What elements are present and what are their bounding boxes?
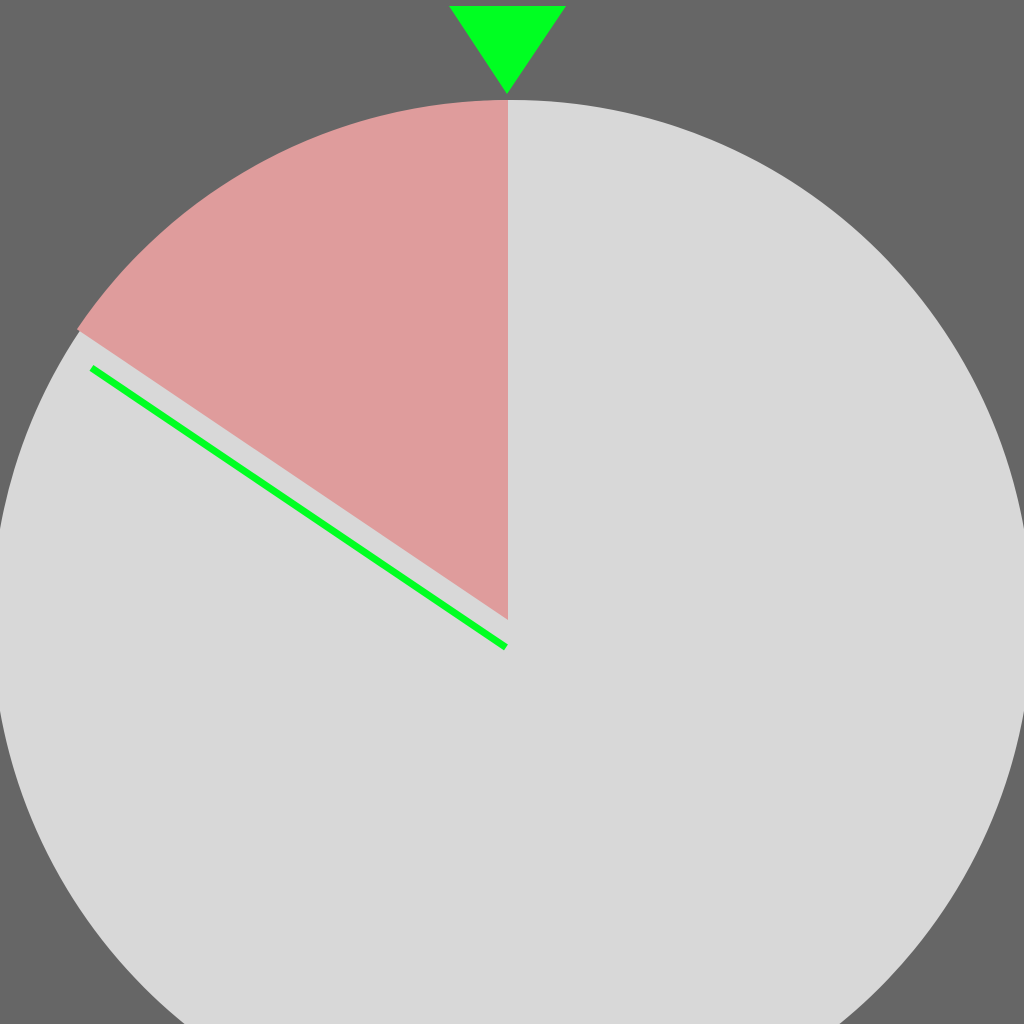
top-pointer-icon (449, 6, 566, 94)
spin-wheel[interactable] (0, 100, 1024, 1024)
spinner-needle (89, 364, 508, 651)
target-sector (76, 100, 509, 620)
